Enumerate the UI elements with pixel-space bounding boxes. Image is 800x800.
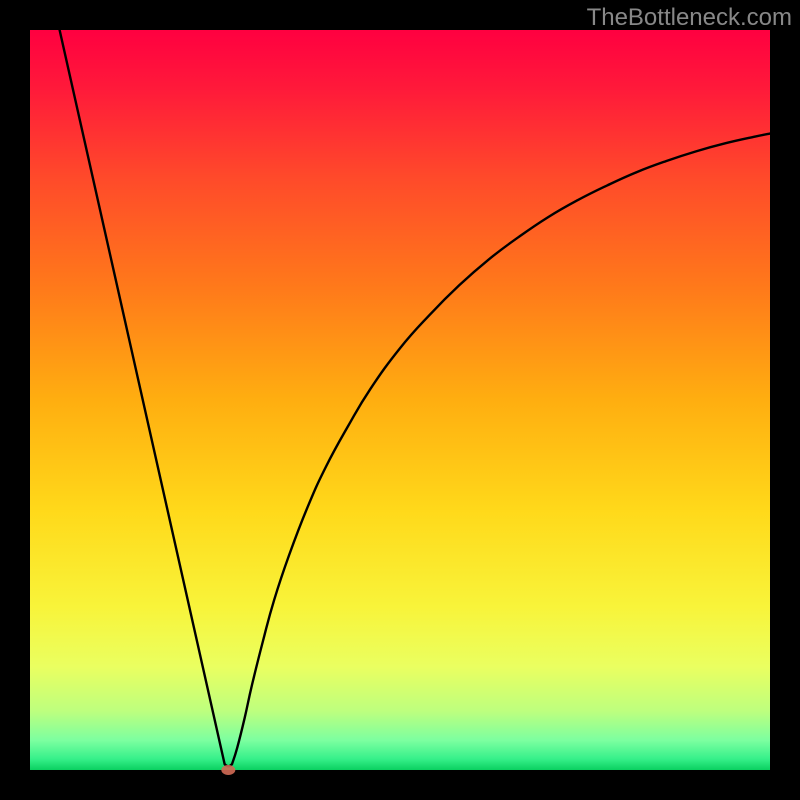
vertex-marker — [221, 765, 235, 775]
chart-svg — [0, 0, 800, 800]
plot-background — [30, 30, 770, 770]
chart-container: TheBottleneck.com — [0, 0, 800, 800]
